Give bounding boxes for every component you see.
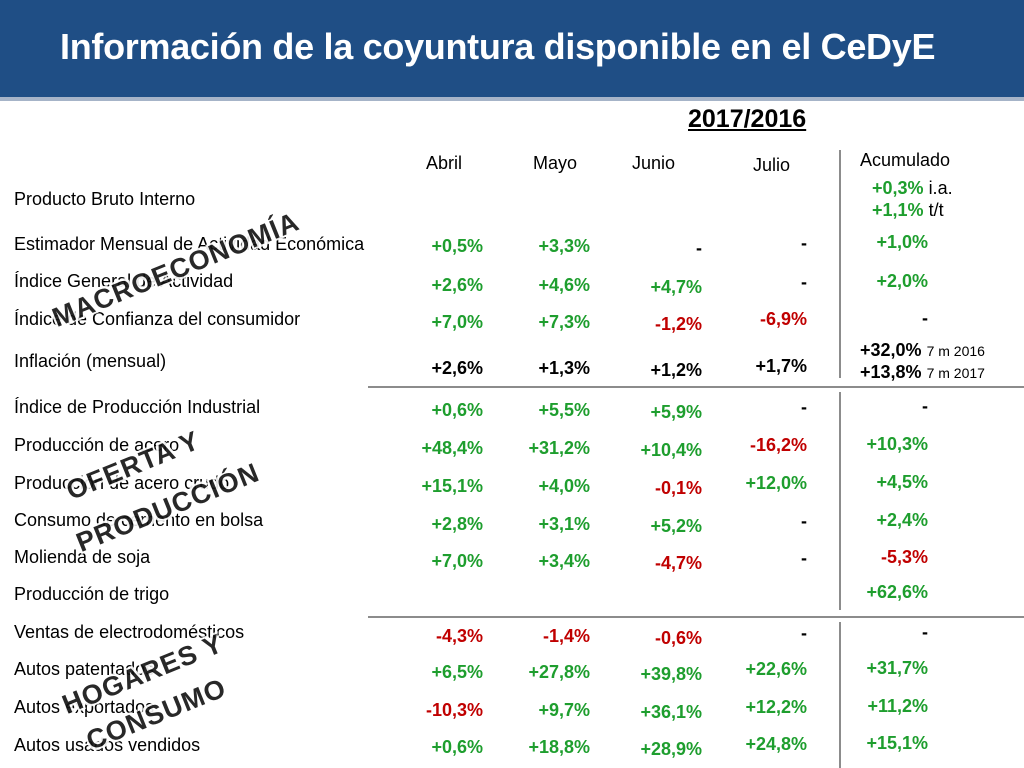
junio-value: +5,2% [650,516,702,536]
junio-value: - [696,238,702,258]
abril-value: +0,6% [431,400,483,420]
row-label: Autos exportados [14,697,155,717]
row-label: Consumo de cemento en bolsa [14,510,264,530]
mayo-value: +3,4% [538,551,590,571]
abril-value: -10,3% [425,700,483,720]
slide-title: Información de la coyuntura disponible e… [60,26,936,67]
column-header-abril: Abril [426,153,463,173]
junio-value: +39,8% [640,664,702,684]
julio-value: - [801,233,807,253]
mayo-value: +4,0% [538,476,590,496]
junio-value: +5,9% [650,402,702,422]
julio-value: +24,8% [745,734,807,754]
column-header-acumulado: Acumulado [860,150,951,170]
period-label: 2017/2016 [688,105,807,133]
acumulado-value: +13,8% 7 m 2017 [860,362,985,382]
row-label: Producto Bruto Interno [14,189,196,209]
acumulado-value: - [922,622,928,642]
row-label: Molienda de soja [14,547,151,567]
acumulado-value: +2,4% [876,510,928,530]
julio-value: +22,6% [745,659,807,679]
acumulado-value: +1,1% t/t [872,200,944,220]
abril-value: +2,6% [431,275,483,295]
acumulado-value: +2,0% [876,271,928,291]
row-label: Producción de acero [14,435,180,455]
column-header-julio: Julio [753,155,791,175]
mayo-value: +27,8% [528,662,590,682]
acumulado-value: +32,0% 7 m 2016 [860,340,985,360]
mayo-value: +3,1% [538,514,590,534]
mayo-value: +9,7% [538,700,590,720]
abril-value: +48,4% [421,438,483,458]
column-header-mayo: Mayo [533,153,578,173]
julio-value: - [801,548,807,568]
row-label: Producción de trigo [14,584,170,604]
julio-value: -16,2% [749,435,807,455]
junio-value: +36,1% [640,702,702,722]
acumulado-value: +1,0% [876,232,928,252]
mayo-value: -1,4% [542,626,590,646]
acumulado-value: -5,3% [880,547,928,567]
junio-value: -1,2% [654,314,702,334]
acumulado-value: +4,5% [876,472,928,492]
julio-value: - [801,623,807,643]
junio-value: +28,9% [640,739,702,759]
row-label: Autos usados vendidos [14,735,201,755]
junio-value: -4,7% [654,553,702,573]
mayo-value: +3,3% [538,236,590,256]
mayo-value: +18,8% [528,737,590,757]
row-label: Índice General de Actividad [14,271,234,291]
section-divider [368,386,1024,388]
acumulado-value: +15,1% [866,733,928,753]
abril-value: +2,8% [431,514,483,534]
junio-value: +10,4% [640,440,702,460]
abril-value: +7,0% [431,551,483,571]
julio-value: +1,7% [755,356,807,376]
abril-value: +15,1% [421,476,483,496]
julio-value: -6,9% [759,309,807,329]
abril-value: +6,5% [431,662,483,682]
mayo-value: +4,6% [538,275,590,295]
acumulado-value: +10,3% [866,434,928,454]
row-label: Índice de Producción Industrial [14,397,261,417]
section-divider [368,616,1024,618]
abril-value: +0,5% [431,236,483,256]
abril-value: -4,3% [435,626,483,646]
julio-value: - [801,272,807,292]
mayo-value: +1,3% [538,358,590,378]
junio-value: -0,1% [654,478,702,498]
acumulado-value: - [922,308,928,328]
julio-value: +12,0% [745,473,807,493]
junio-value: +4,7% [650,277,702,297]
acumulado-value: +11,2% [867,696,928,716]
junio-value: -0,6% [654,628,702,648]
abril-value: +2,6% [431,358,483,378]
mayo-value: +5,5% [538,400,590,420]
row-label: Índice de Confianza del consumidor [14,309,301,329]
acumulado-value: +31,7% [866,658,928,678]
julio-value: - [801,397,807,417]
acumulado-value: +0,3% i.a. [872,178,953,198]
row-label: Inflación (mensual) [14,351,167,371]
abril-value: +0,6% [431,737,483,757]
row-label: Producción de acero crudo [14,473,230,493]
julio-value: +12,2% [745,697,807,717]
abril-value: +7,0% [431,312,483,332]
acumulado-value: - [922,396,928,416]
column-divider [839,150,841,378]
julio-value: - [801,511,807,531]
row-label: Ventas de electrodomésticos [14,622,245,642]
mayo-value: +7,3% [538,312,590,332]
column-divider [839,622,841,768]
acumulado-value: +62,6% [866,582,928,602]
mayo-value: +31,2% [528,438,590,458]
column-divider [839,392,841,610]
row-label: Estimador Mensual de Actividad Económica [14,234,365,254]
title-bar: Información de la coyuntura disponible e… [0,0,1024,101]
row-label: Autos patentados [14,659,155,679]
column-header-junio: Junio [632,153,676,173]
junio-value: +1,2% [650,360,702,380]
